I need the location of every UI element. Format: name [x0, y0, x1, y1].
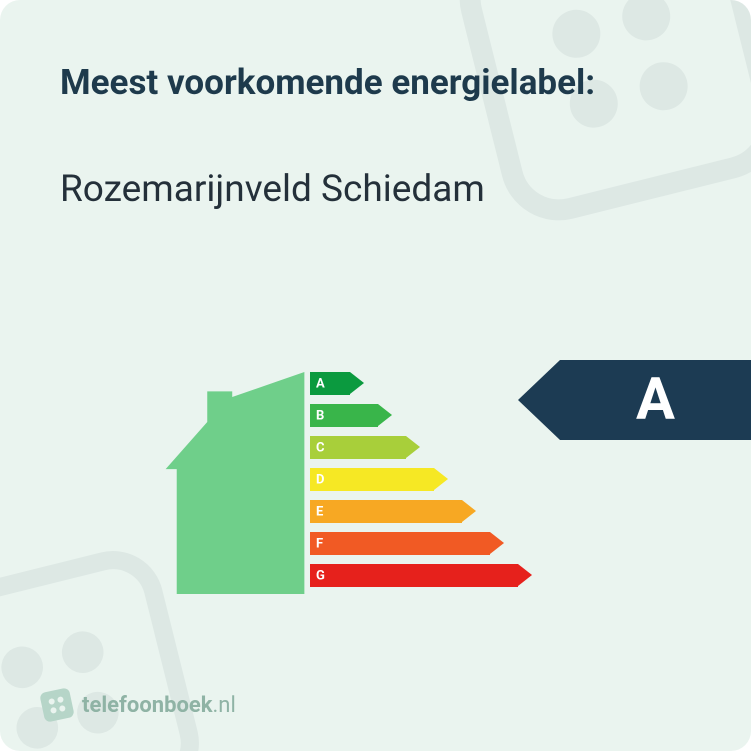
energy-bar-b: B — [310, 404, 518, 427]
energy-bar-label: A — [316, 376, 325, 391]
energy-bar-c: C — [310, 436, 518, 459]
energy-bar-f: F — [310, 532, 518, 555]
energy-bar-label: C — [316, 440, 325, 455]
footer-logo: telefoonboek.nl — [42, 690, 236, 720]
energy-bar-shape: D — [310, 468, 434, 491]
card-title: Meest voorkomende energielabel: — [60, 62, 595, 103]
result-label: A — [636, 366, 675, 434]
energy-label-card: Meest voorkomende energielabel: Rozemari… — [0, 0, 751, 751]
energy-bar-label: F — [316, 536, 323, 551]
footer-brand-bold: telefoonboek — [82, 693, 213, 718]
energy-bar-d: D — [310, 468, 518, 491]
house-icon — [165, 372, 305, 594]
energy-bar-shape: C — [310, 436, 406, 459]
energy-bar-shape: G — [310, 564, 518, 587]
footer-text: telefoonboek.nl — [82, 693, 236, 718]
result-badge: A — [560, 360, 751, 440]
energy-bars: A B C D E F G — [310, 372, 518, 596]
energy-bar-shape: F — [310, 532, 490, 555]
energy-bar-label: D — [316, 472, 324, 487]
energy-bar-a: A — [310, 372, 518, 395]
energy-bar-label: B — [316, 408, 324, 423]
energy-bar-label: E — [316, 504, 323, 519]
energy-bar-label: G — [316, 568, 325, 583]
watermark-top — [438, 0, 751, 242]
energy-bar-shape: A — [310, 372, 350, 395]
energy-bar-shape: E — [310, 500, 462, 523]
footer-brand-tld: .nl — [213, 693, 236, 718]
telefoonboek-icon — [39, 687, 75, 723]
energy-bar-g: G — [310, 564, 518, 587]
card-subtitle: Rozemarijnveld Schiedam — [60, 168, 485, 211]
energy-bar-shape: B — [310, 404, 378, 427]
energy-bar-e: E — [310, 500, 518, 523]
